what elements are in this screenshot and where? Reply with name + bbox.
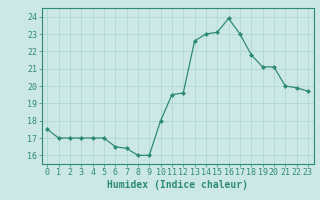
X-axis label: Humidex (Indice chaleur): Humidex (Indice chaleur) xyxy=(107,180,248,190)
